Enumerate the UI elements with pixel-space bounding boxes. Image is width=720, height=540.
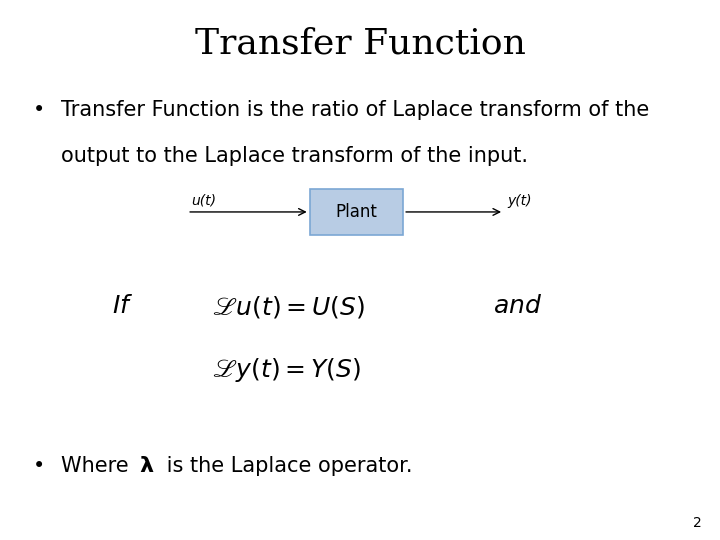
Text: Plant: Plant [336, 203, 377, 221]
Text: Transfer Function is the ratio of Laplace transform of the: Transfer Function is the ratio of Laplac… [61, 100, 649, 120]
Text: •: • [32, 100, 45, 120]
Text: $\mathscr{L}u(t) = U(S)$: $\mathscr{L}u(t) = U(S)$ [212, 294, 366, 320]
Text: output to the Laplace transform of the input.: output to the Laplace transform of the i… [61, 146, 528, 166]
Text: is the Laplace operator.: is the Laplace operator. [160, 456, 413, 476]
Text: •: • [32, 456, 45, 476]
Text: Transfer Function: Transfer Function [194, 27, 526, 61]
Text: $\mathit{If}$: $\mathit{If}$ [112, 294, 133, 318]
FancyBboxPatch shape [310, 189, 403, 235]
Text: $\boldsymbol{\lambda}$: $\boldsymbol{\lambda}$ [139, 456, 154, 476]
Text: 2: 2 [693, 516, 702, 530]
Text: u(t): u(t) [191, 194, 216, 208]
Text: $\mathit{and}$: $\mathit{and}$ [493, 294, 542, 318]
Text: Where: Where [61, 456, 135, 476]
Text: $\mathscr{L}y(t) = Y(S)$: $\mathscr{L}y(t) = Y(S)$ [212, 356, 361, 384]
Text: y(t): y(t) [508, 194, 532, 208]
